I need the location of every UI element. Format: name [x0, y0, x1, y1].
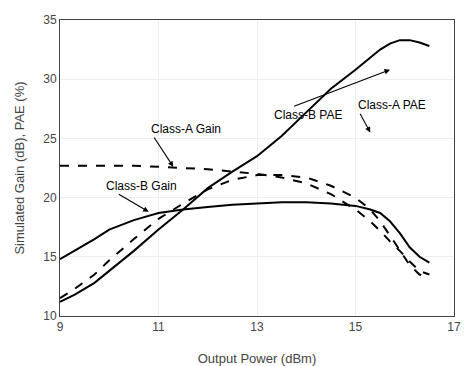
svg-text:35: 35 — [43, 13, 57, 27]
svg-text:Class-B Gain: Class-B Gain — [106, 179, 177, 193]
svg-text:30: 30 — [43, 72, 57, 86]
svg-text:Class-A Gain: Class-A Gain — [151, 122, 221, 136]
svg-text:20: 20 — [43, 191, 57, 205]
svg-text:15: 15 — [349, 320, 363, 334]
svg-text:Class-A PAE: Class-A PAE — [358, 98, 426, 112]
svg-text:13: 13 — [250, 320, 264, 334]
svg-text:Simulated Gain (dB), PAE (%): Simulated Gain (dB), PAE (%) — [12, 81, 27, 254]
svg-text:15: 15 — [43, 250, 57, 264]
svg-text:Output Power (dBm): Output Power (dBm) — [198, 351, 317, 366]
svg-text:25: 25 — [43, 132, 57, 146]
svg-text:Class-B PAE: Class-B PAE — [274, 108, 342, 122]
svg-text:11: 11 — [152, 320, 165, 334]
svg-text:9: 9 — [57, 320, 64, 334]
svg-text:17: 17 — [447, 320, 461, 334]
svg-text:10: 10 — [43, 309, 57, 323]
